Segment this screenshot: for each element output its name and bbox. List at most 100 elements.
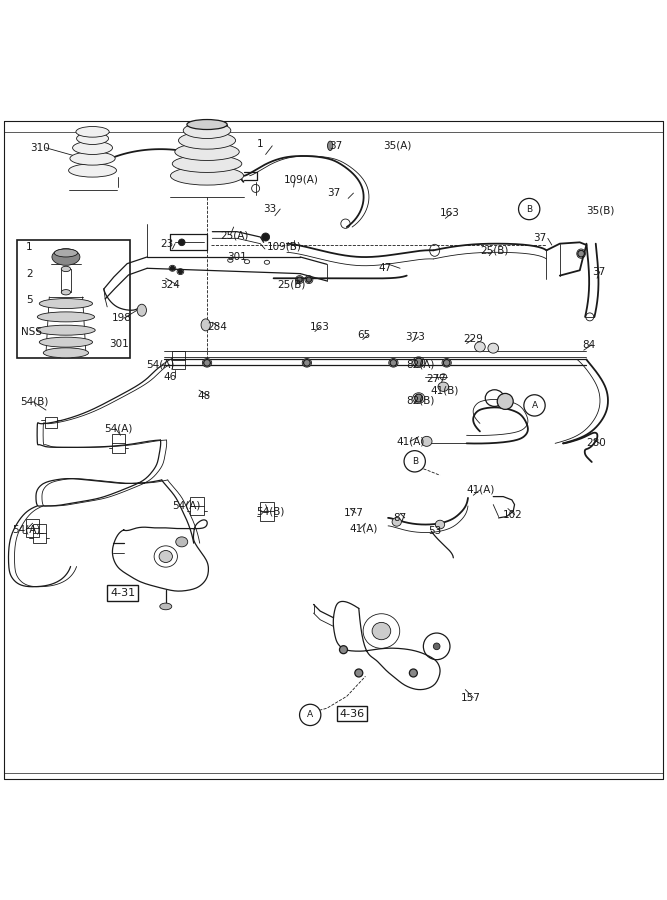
Bar xyxy=(45,418,57,428)
Circle shape xyxy=(178,270,182,274)
Circle shape xyxy=(306,277,311,283)
Text: B: B xyxy=(412,457,418,466)
Circle shape xyxy=(178,239,185,246)
Text: 54(A): 54(A) xyxy=(146,360,174,370)
Circle shape xyxy=(390,359,397,366)
Text: 280: 280 xyxy=(586,438,606,448)
Circle shape xyxy=(415,394,423,402)
Text: 109(A): 109(A) xyxy=(283,175,318,184)
Ellipse shape xyxy=(61,266,71,272)
Ellipse shape xyxy=(475,342,486,352)
Bar xyxy=(172,351,185,370)
Ellipse shape xyxy=(43,347,89,358)
Text: 277: 277 xyxy=(427,374,447,384)
Bar xyxy=(112,434,125,453)
Text: 5: 5 xyxy=(26,295,33,305)
Text: 102: 102 xyxy=(503,509,523,519)
Bar xyxy=(26,518,39,537)
Text: 35(A): 35(A) xyxy=(383,140,411,151)
Text: 109(B): 109(B) xyxy=(267,241,301,251)
Text: 1: 1 xyxy=(26,242,33,252)
Ellipse shape xyxy=(77,132,109,145)
Text: 373: 373 xyxy=(406,332,426,342)
Ellipse shape xyxy=(372,623,391,640)
Text: 301: 301 xyxy=(109,338,129,348)
Circle shape xyxy=(297,277,302,283)
Text: 87: 87 xyxy=(394,513,407,523)
Text: 163: 163 xyxy=(440,208,460,218)
Text: 284: 284 xyxy=(207,322,227,332)
Ellipse shape xyxy=(187,120,227,130)
Text: 41(A): 41(A) xyxy=(396,436,424,446)
Text: 41(A): 41(A) xyxy=(350,524,378,534)
Text: A: A xyxy=(532,400,538,410)
Text: 54(A): 54(A) xyxy=(173,501,201,511)
Text: 84: 84 xyxy=(582,340,595,350)
Text: 54(B): 54(B) xyxy=(21,396,49,407)
Text: 25(A): 25(A) xyxy=(220,230,249,240)
Circle shape xyxy=(340,645,348,653)
Text: 54(A): 54(A) xyxy=(13,525,41,535)
Text: 324: 324 xyxy=(161,280,180,290)
Ellipse shape xyxy=(73,141,113,155)
Ellipse shape xyxy=(392,518,402,526)
Text: 301: 301 xyxy=(227,252,247,262)
Text: 25(B): 25(B) xyxy=(480,246,508,256)
Ellipse shape xyxy=(69,164,117,177)
Ellipse shape xyxy=(389,358,398,367)
Text: 82(A): 82(A) xyxy=(407,360,435,370)
Ellipse shape xyxy=(76,127,109,137)
Circle shape xyxy=(415,358,423,366)
Text: 54(B): 54(B) xyxy=(256,506,285,517)
Circle shape xyxy=(355,669,363,677)
Text: 2: 2 xyxy=(26,268,33,279)
Ellipse shape xyxy=(201,319,210,331)
Ellipse shape xyxy=(175,143,239,160)
Text: NSS: NSS xyxy=(21,328,41,338)
Text: 163: 163 xyxy=(310,322,330,332)
Text: 177: 177 xyxy=(344,508,364,518)
Circle shape xyxy=(299,705,321,725)
Text: 157: 157 xyxy=(462,693,481,703)
Ellipse shape xyxy=(52,248,80,266)
Circle shape xyxy=(524,395,545,416)
Ellipse shape xyxy=(160,603,172,609)
Circle shape xyxy=(497,393,513,410)
Text: 54(A): 54(A) xyxy=(104,423,132,433)
Ellipse shape xyxy=(488,343,498,353)
Text: 48: 48 xyxy=(197,392,210,401)
Ellipse shape xyxy=(436,520,445,529)
Text: 41(A): 41(A) xyxy=(467,485,495,495)
Ellipse shape xyxy=(179,131,235,149)
Text: 37: 37 xyxy=(327,188,340,198)
Ellipse shape xyxy=(183,122,231,139)
Bar xyxy=(260,502,273,520)
Ellipse shape xyxy=(175,537,187,547)
Text: 198: 198 xyxy=(112,313,131,323)
Text: 33: 33 xyxy=(263,204,277,214)
Ellipse shape xyxy=(442,358,452,367)
Text: 37: 37 xyxy=(533,233,546,243)
Bar xyxy=(190,497,203,515)
Text: 37: 37 xyxy=(592,266,605,276)
Circle shape xyxy=(303,359,310,366)
Text: 41(B): 41(B) xyxy=(430,385,458,395)
Ellipse shape xyxy=(327,141,333,150)
Text: 4-31: 4-31 xyxy=(110,588,135,598)
Ellipse shape xyxy=(202,358,211,367)
Ellipse shape xyxy=(171,166,243,185)
Ellipse shape xyxy=(434,643,440,650)
Circle shape xyxy=(262,234,269,240)
Circle shape xyxy=(410,669,418,677)
Bar xyxy=(33,524,46,543)
Text: B: B xyxy=(526,204,532,213)
Ellipse shape xyxy=(54,249,77,257)
Ellipse shape xyxy=(70,152,115,165)
Text: 53: 53 xyxy=(429,526,442,536)
Text: 310: 310 xyxy=(31,143,51,153)
Text: 82(B): 82(B) xyxy=(407,395,435,405)
Text: 1: 1 xyxy=(257,139,263,148)
Text: 37: 37 xyxy=(329,140,343,151)
Ellipse shape xyxy=(39,338,93,347)
Text: 47: 47 xyxy=(379,264,392,274)
